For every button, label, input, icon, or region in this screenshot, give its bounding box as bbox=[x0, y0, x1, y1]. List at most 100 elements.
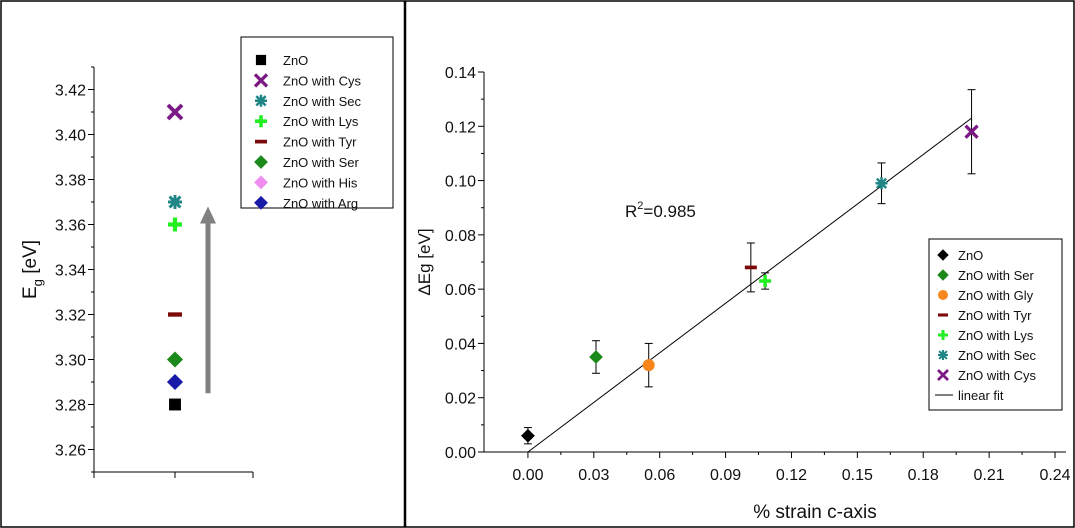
left-legend-marker-shape bbox=[255, 115, 267, 128]
left-chart: Eg [eV] 3.26 3.28 3.30 3.32 3.34 3.36 3.38 3.40… bbox=[20, 36, 394, 478]
right-x-tick-label: 0.21 bbox=[974, 467, 1005, 484]
right-y-tick-label: 0.00 bbox=[445, 445, 476, 462]
right-x-tick-label: 0.00 bbox=[512, 467, 543, 484]
right-point-shape bbox=[521, 428, 535, 443]
left-legend-marker bbox=[254, 195, 268, 210]
right-legend-marker bbox=[937, 369, 949, 381]
right-legend-marker bbox=[938, 330, 948, 340]
right-y-tick-label: 0.04 bbox=[445, 336, 476, 353]
right-legend-marker bbox=[938, 290, 948, 300]
right-x-tick-label: 0.12 bbox=[776, 467, 807, 484]
left-legend-label: ZnO with Lys bbox=[283, 114, 359, 129]
right-legend-marker-shape bbox=[937, 249, 949, 261]
left-y-tick-label: 3.38 bbox=[55, 173, 86, 190]
left-point bbox=[166, 373, 184, 391]
right-point-shape bbox=[759, 275, 772, 287]
r-squared-value: =0.985 bbox=[643, 202, 695, 221]
left-point-shape bbox=[166, 351, 184, 368]
right-legend-label: ZnO with Tyr bbox=[958, 308, 1032, 323]
r-squared-annotation: R2=0.985 bbox=[625, 200, 696, 221]
left-legend-label: ZnO with Arg bbox=[283, 196, 358, 211]
right-y-tick-label: 0.12 bbox=[445, 119, 476, 136]
left-y-tick-label: 3.32 bbox=[55, 308, 86, 325]
left-legend-marker bbox=[254, 155, 268, 169]
right-y-tick-label: 0.02 bbox=[445, 391, 476, 408]
left-y-tick-label: 3.36 bbox=[55, 218, 86, 235]
left-y-axis-label-unit: [eV] bbox=[20, 240, 41, 279]
left-legend-label: ZnO with Sec bbox=[283, 94, 362, 109]
left-legend-marker-shape bbox=[254, 195, 268, 210]
right-legend-marker bbox=[937, 269, 949, 281]
left-point-shape bbox=[168, 195, 182, 209]
left-legend-label: ZnO with Tyr bbox=[283, 135, 357, 150]
right-x-axis-label: % strain c-axis bbox=[753, 502, 877, 523]
right-point-shape bbox=[875, 177, 888, 190]
right-point bbox=[964, 124, 979, 139]
right-x-tick-label: 0.06 bbox=[644, 467, 675, 484]
left-legend-marker-shape bbox=[255, 94, 267, 107]
left-legend-label: ZnO with Ser bbox=[283, 155, 360, 170]
left-legend-marker bbox=[255, 94, 267, 107]
left-legend-marker bbox=[253, 73, 269, 88]
right-point-shape bbox=[964, 124, 979, 139]
right-y-axis-label: ΔEg [eV] bbox=[415, 228, 434, 295]
left-legend-marker-shape bbox=[253, 73, 269, 88]
right-legend-marker-shape bbox=[938, 290, 948, 300]
left-point-shape bbox=[166, 103, 184, 121]
right-y-tick-label: 0.10 bbox=[445, 174, 476, 191]
left-y-tick-label: 3.30 bbox=[55, 353, 86, 370]
right-legend-box bbox=[928, 238, 1063, 411]
right-legend-label: ZnO with Gly bbox=[958, 288, 1034, 303]
r-squared-superscript: 2 bbox=[637, 200, 643, 212]
right-legend: ZnO ZnO with Ser ZnO with Gly ZnO with Tyr Z… bbox=[928, 238, 1063, 411]
right-legend-marker-shape bbox=[938, 330, 948, 340]
right-legend-marker-shape bbox=[938, 350, 948, 360]
left-point-shape bbox=[166, 373, 184, 391]
right-point bbox=[759, 275, 772, 287]
left-legend: ZnO ZnO with Cys ZnO with Sec ZnO with Lys Z… bbox=[240, 36, 394, 211]
right-point bbox=[521, 428, 535, 443]
linear-fit-line bbox=[527, 117, 972, 453]
left-y-tick-label: 3.40 bbox=[55, 128, 86, 145]
left-legend-label: ZnO bbox=[283, 53, 308, 68]
left-legend-marker-shape bbox=[254, 175, 268, 190]
right-legend-marker-shape bbox=[937, 369, 949, 381]
left-legend-label: ZnO with His bbox=[283, 175, 358, 190]
left-y-axis-label-subscript: g bbox=[30, 279, 45, 286]
right-y-tick-label: 0.06 bbox=[445, 282, 476, 299]
right-chart: % strain c-axis ΔEg [eV] R2=0.985 0.00 0.… bbox=[415, 65, 1071, 523]
left-y-tick-label: 3.28 bbox=[55, 398, 86, 415]
right-legend-label: ZnO with Sec bbox=[958, 348, 1037, 363]
right-legend-marker bbox=[938, 350, 948, 360]
right-legend-label: ZnO with Ser bbox=[958, 268, 1035, 283]
right-x-tick-label: 0.18 bbox=[908, 467, 939, 484]
right-point bbox=[589, 350, 603, 364]
r-squared-prefix: R bbox=[625, 202, 637, 221]
right-legend-marker-shape bbox=[937, 269, 949, 281]
left-point-shape bbox=[169, 398, 181, 411]
left-point bbox=[166, 351, 184, 368]
left-legend-marker-shape bbox=[254, 155, 268, 169]
right-y-tick-label: 0.14 bbox=[445, 65, 476, 82]
left-y-axis-label: Eg [eV] bbox=[20, 240, 45, 299]
left-point-shape bbox=[168, 217, 182, 232]
left-point bbox=[169, 398, 181, 411]
left-y-tick-label: 3.26 bbox=[55, 443, 86, 460]
right-point-shape bbox=[642, 359, 655, 372]
right-legend-marker bbox=[937, 249, 949, 261]
right-point bbox=[875, 177, 888, 190]
left-legend-marker bbox=[254, 175, 268, 190]
left-legend-marker bbox=[255, 54, 267, 66]
right-point-shape bbox=[589, 350, 603, 364]
right-x-tick-label: 0.09 bbox=[710, 467, 741, 484]
left-y-tick-label: 3.42 bbox=[55, 83, 86, 100]
right-y-tick-label: 0.08 bbox=[445, 228, 476, 245]
right-x-tick-label: 0.03 bbox=[578, 467, 609, 484]
left-legend-marker-shape bbox=[255, 54, 267, 66]
right-legend-label: ZnO bbox=[958, 248, 983, 263]
right-point bbox=[642, 359, 655, 372]
right-legend-label: linear fit bbox=[958, 388, 1004, 403]
left-y-axis-label-main: E bbox=[20, 286, 41, 299]
